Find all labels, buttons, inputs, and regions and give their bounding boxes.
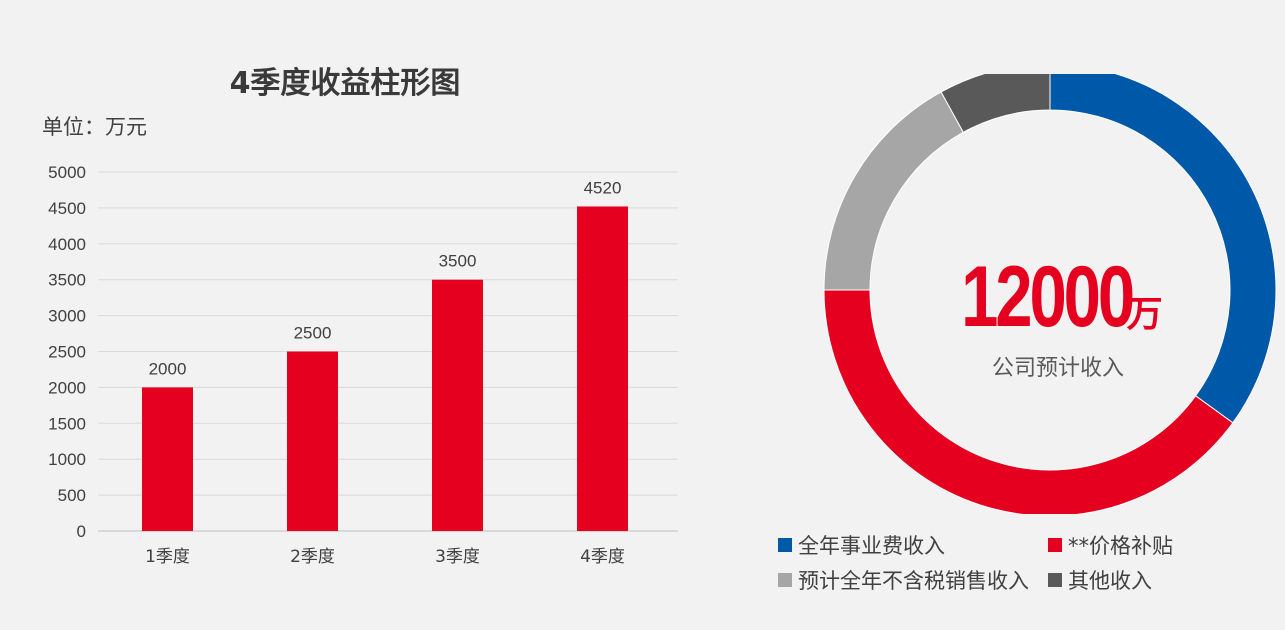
donut-center-value: 12000万 bbox=[890, 248, 1210, 347]
bar bbox=[287, 351, 338, 531]
legend-item: **价格补贴 bbox=[1048, 530, 1173, 560]
x-tick-label: 3季度 bbox=[435, 547, 480, 567]
y-tick-label: 5000 bbox=[48, 163, 86, 182]
donut-center-label: 公司预计收入 bbox=[991, 356, 1124, 381]
legend-swatch bbox=[778, 538, 792, 552]
legend-swatch bbox=[1048, 538, 1062, 552]
donut-slice bbox=[823, 289, 1234, 514]
legend-item: 预计全年不含税销售收入 bbox=[778, 565, 1029, 595]
y-tick-label: 3000 bbox=[48, 307, 86, 326]
y-tick-label: 0 bbox=[77, 522, 86, 541]
y-tick-label: 2000 bbox=[48, 378, 86, 397]
donut-slice bbox=[940, 74, 1051, 133]
x-tick-label: 4季度 bbox=[580, 547, 625, 567]
bar bbox=[432, 279, 483, 531]
legend-swatch bbox=[1048, 573, 1062, 587]
donut-center-number: 12000 bbox=[961, 249, 1136, 345]
bar bbox=[142, 387, 193, 531]
y-tick-label: 1000 bbox=[48, 450, 86, 469]
legend-label: 全年事业费收入 bbox=[798, 534, 945, 558]
legend-item: 全年事业费收入 bbox=[778, 530, 945, 560]
y-tick-label: 4500 bbox=[48, 199, 86, 218]
bar-chart-unit-label: 单位：万元 bbox=[42, 115, 147, 139]
bar-chart-title: 4季度收益柱形图 bbox=[229, 66, 461, 101]
bar-data-label: 2000 bbox=[149, 359, 187, 378]
y-tick-label: 1500 bbox=[48, 414, 86, 433]
y-tick-label: 4000 bbox=[48, 235, 86, 254]
bar-data-label: 3500 bbox=[439, 252, 477, 271]
legend-swatch bbox=[778, 573, 792, 587]
y-tick-label: 3500 bbox=[48, 271, 86, 290]
y-tick-label: 2500 bbox=[48, 343, 86, 362]
x-tick-label: 1季度 bbox=[145, 547, 190, 567]
bar-data-label: 4520 bbox=[584, 178, 622, 197]
bar-chart: 0 500 1000 1500 2000 2500 3000 3500 4000 4500 5000… bbox=[48, 163, 678, 567]
bar-data-label: 2500 bbox=[294, 324, 332, 343]
donut-center-unit: 万 bbox=[1126, 293, 1163, 334]
legend-label: 其他收入 bbox=[1068, 569, 1152, 593]
legend-label: 预计全年不含税销售收入 bbox=[798, 569, 1029, 593]
bar bbox=[577, 206, 628, 532]
y-tick-label: 500 bbox=[58, 486, 86, 505]
legend-item: 其他收入 bbox=[1048, 565, 1152, 595]
x-tick-label: 2季度 bbox=[290, 547, 335, 567]
legend-label: **价格补贴 bbox=[1068, 534, 1173, 558]
donut-chart bbox=[823, 74, 1277, 514]
